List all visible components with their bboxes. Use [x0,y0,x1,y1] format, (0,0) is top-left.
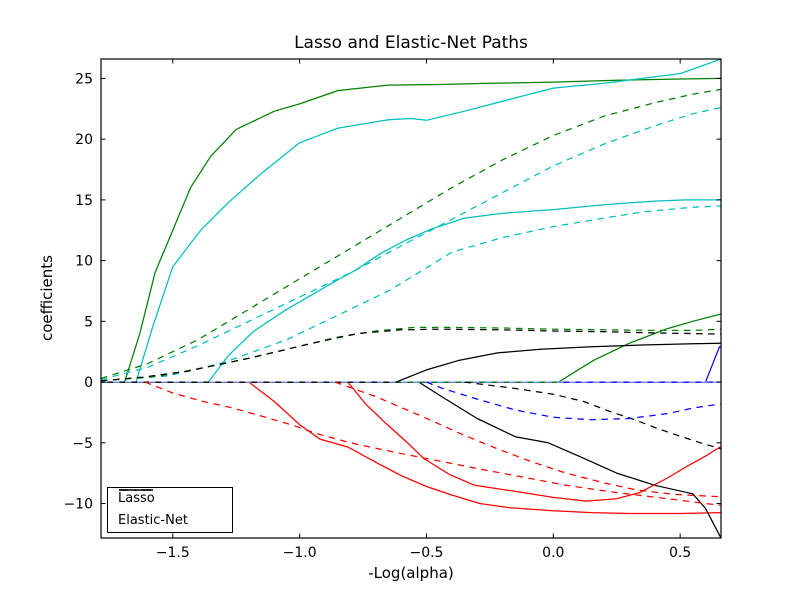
x-axis-label: -Log(alpha) [368,564,454,582]
y-axis-label: coefficients [38,254,56,342]
x-tick-label: 0.5 [669,545,691,561]
lasso-coef-9-path [101,59,721,383]
lasso-coef-6-path [101,346,721,383]
y-tick-label: −5 [72,436,93,452]
enet-coef-10-path [101,328,721,382]
enet-coef-5-path [464,381,721,450]
enet-coef-8-path [101,326,721,382]
dashed-line-sample [119,489,153,491]
axis-ticks [101,59,721,538]
legend-label-elastic-net: Elastic-Net [118,512,188,528]
x-tick-label: 0.0 [542,545,564,561]
y-tick-label: 20 [75,132,93,148]
enet-coef-3-path [101,88,721,379]
axes-spines [100,58,722,539]
legend: Lasso Elastic-Net [107,487,233,533]
y-tick-label: 5 [84,314,93,330]
lasso-coef-3-path [101,77,721,383]
coefficient-paths [101,59,721,538]
lasso-coef-4-path [101,199,721,383]
y-tick-label: −10 [63,497,93,513]
lasso-coef-5-path [101,381,721,538]
lasso-coef-7-path [101,381,721,502]
enet-coef-7-path [334,381,721,498]
legend-item-elastic-net: Elastic-Net [108,489,232,531]
enet-coef-4-path [101,205,721,382]
chart-title: Lasso and Elastic-Net Paths [294,33,528,53]
legend-label-lasso: Lasso [118,491,155,507]
y-tick-label: 0 [84,375,93,391]
y-tick-label: 25 [75,71,93,87]
y-tick-label: 15 [75,193,93,209]
lasso-coef-2-path [101,381,721,515]
x-tick-label: −0.5 [409,545,443,561]
x-tick-label: −1.0 [283,545,317,561]
y-tick-label: 10 [75,254,93,270]
enet-coef-9-path [101,106,721,381]
axis-tick-labels: −1.5 −1.0 −0.5 0.0 0.5 −10 −5 0 5 10 15 20 25 [63,71,691,561]
lasso-coef-10-path [101,342,721,383]
x-tick-label: −1.5 [156,545,190,561]
legend-item-lasso: Lasso [108,489,232,509]
